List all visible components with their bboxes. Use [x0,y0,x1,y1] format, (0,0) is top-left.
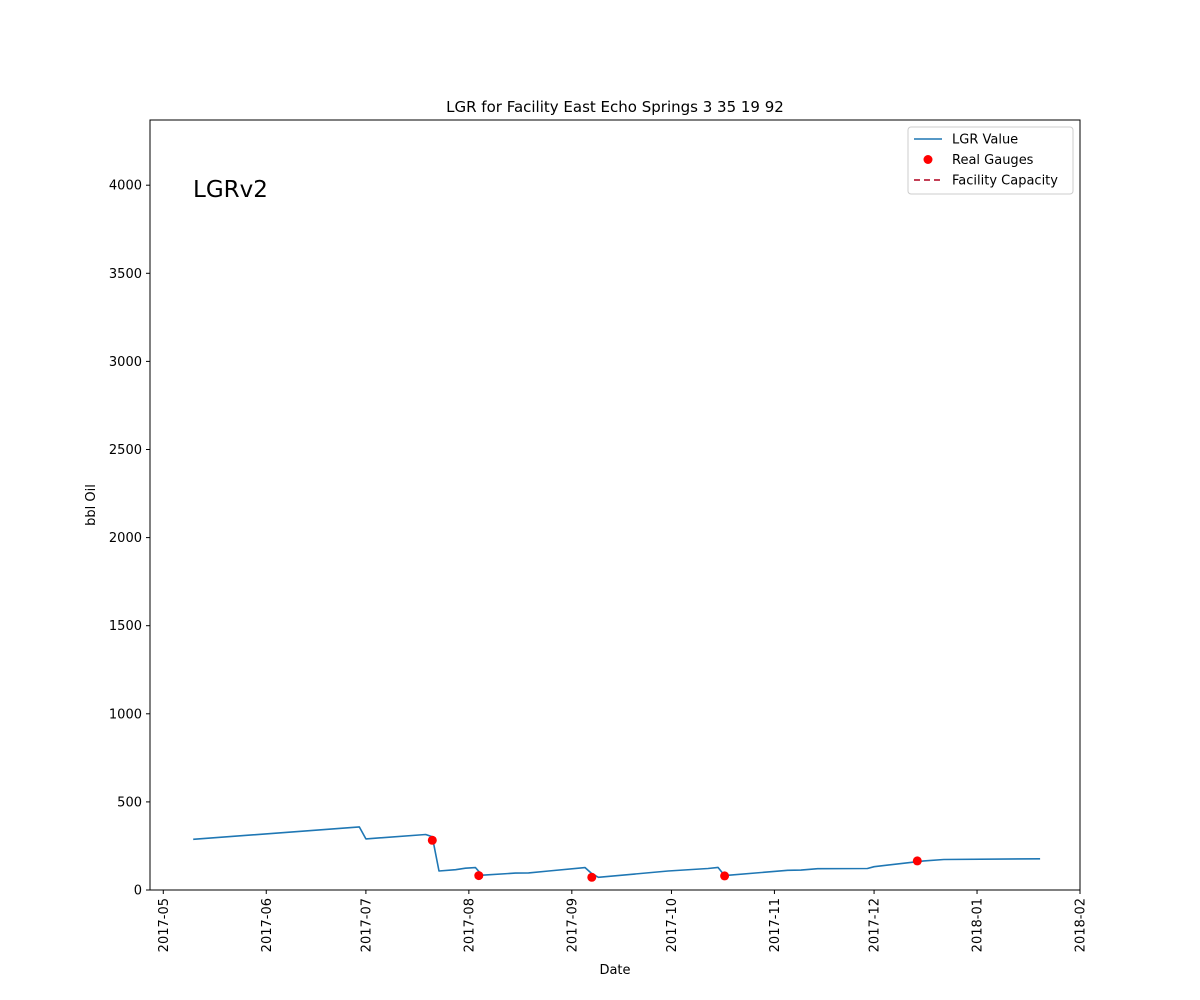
y-tick-label: 1000 [109,707,142,722]
x-tick-label: 2017-11 [768,898,783,952]
data-point-real-gauge [912,856,922,866]
x-tick-label: 2017-05 [157,898,172,952]
x-tick-label: 2017-08 [462,898,477,952]
y-tick-label: 3500 [109,267,142,282]
x-axis-label: Date [599,963,630,978]
x-tick-label: 2017-07 [359,898,374,952]
chart-title: LGR for Facility East Echo Springs 3 35 … [446,98,784,116]
y-axis-label: bbl Oil [84,484,99,526]
y-tick-label: 2000 [109,531,142,546]
x-tick-label: 2018-02 [1074,898,1089,952]
data-point-real-gauge [474,871,484,881]
legend-box [907,126,1074,195]
plot-frame [149,119,1081,891]
y-tick-label: 0 [134,884,142,899]
legend-swatch-marker [923,155,933,164]
data-point-real-gauge [427,835,437,845]
x-tick-label: 2017-09 [565,898,580,952]
series-line-lgr-value [193,826,1041,879]
x-tick-label: 2017-06 [260,898,275,952]
x-tick-label: 2017-10 [665,898,680,952]
legend-label: Facility Capacity [952,174,1058,189]
legend-label: Real Gauges [952,153,1034,168]
data-point-real-gauge [587,872,597,882]
y-tick-label: 4000 [109,179,142,194]
y-tick-label: 500 [117,795,142,810]
y-tick-label: 1500 [109,619,142,634]
plot-area: 0 500 1000 1500 2000 2500 3000 3500 4000 2017-05 2… [109,119,1089,952]
y-tick-label: 2500 [109,443,142,458]
x-tick-label: 2018-01 [971,898,986,952]
legend: LGR Value Real Gauges Facility Capacity [907,126,1074,195]
chart-annotation: LGRv2 [193,177,268,203]
x-tick-label: 2017-12 [868,898,883,952]
data-point-real-gauge [720,871,730,881]
legend-label: LGR Value [952,133,1018,148]
y-tick-label: 3000 [109,355,142,370]
